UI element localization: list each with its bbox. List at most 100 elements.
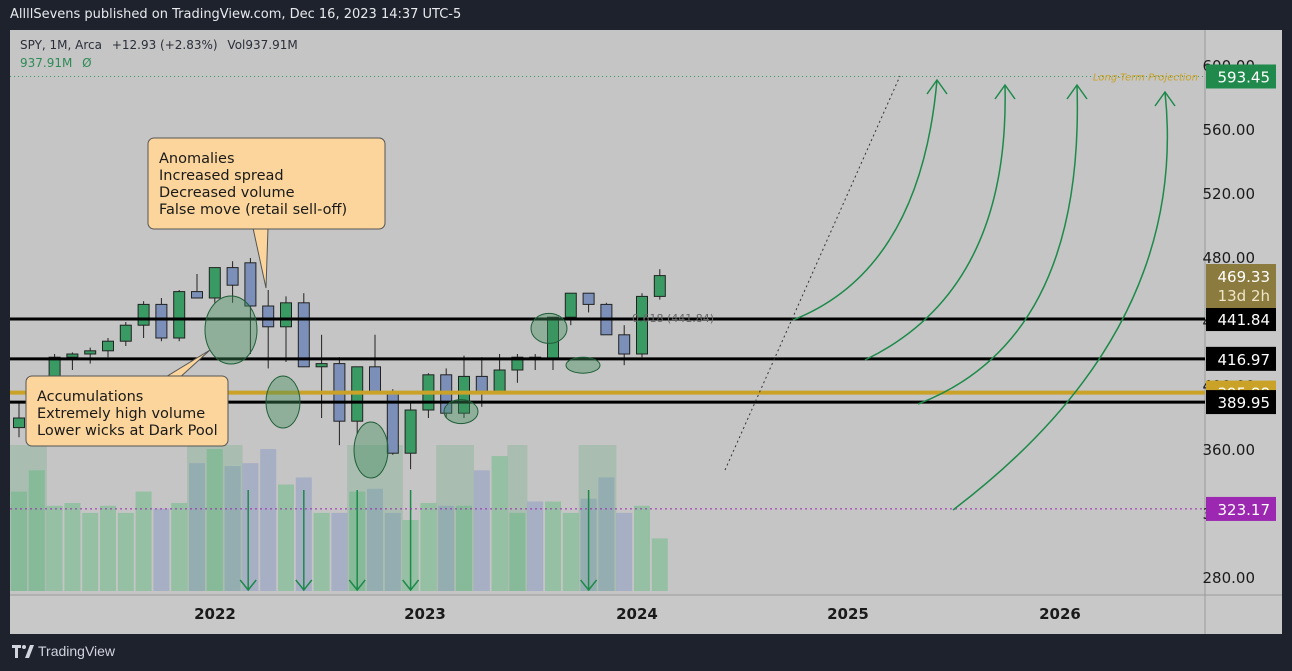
candle xyxy=(653,275,666,297)
volume-bar xyxy=(651,538,668,591)
candle xyxy=(404,409,417,454)
projection-arrow-head xyxy=(1154,90,1176,107)
price-tag xyxy=(1206,346,1276,371)
change-label: +12.93 (+2.83%) xyxy=(111,38,218,52)
price-tag-label: 441.84 xyxy=(1218,311,1271,329)
x-tick-label: 2022 xyxy=(194,605,236,623)
candle xyxy=(493,369,506,393)
volume-bar xyxy=(278,484,294,591)
price-tag xyxy=(1206,307,1276,332)
projection-arrow-head xyxy=(1066,83,1088,100)
candle xyxy=(173,291,186,339)
callout-text: Accumulations xyxy=(37,389,143,405)
candle xyxy=(280,302,292,328)
volume-bar xyxy=(189,463,205,591)
candle xyxy=(511,356,524,371)
highlight-ellipse xyxy=(265,375,301,429)
y-tick-label: 360.00 xyxy=(1203,441,1256,459)
volume-bar xyxy=(313,512,330,591)
candle xyxy=(636,295,648,355)
projection-arrow-head xyxy=(994,83,1016,100)
volume-bar xyxy=(46,505,63,591)
volume-bar xyxy=(135,491,152,591)
volume-bar xyxy=(100,505,116,591)
candle xyxy=(458,375,470,414)
callout-text: Lower wicks at Dark Pool xyxy=(37,423,218,439)
volume-bar xyxy=(331,512,348,591)
volume-bar xyxy=(242,463,259,591)
callout-text: Anomalies xyxy=(159,151,235,167)
candle xyxy=(369,366,381,395)
candle xyxy=(582,292,595,305)
projection-arrow xyxy=(792,79,938,321)
highlight-ellipse xyxy=(565,356,601,374)
callout-box xyxy=(25,375,229,447)
volume-highlight xyxy=(578,445,617,591)
volume-bar xyxy=(171,502,188,591)
volume-highlight xyxy=(436,445,474,591)
volume-arrow-head xyxy=(239,579,257,592)
price-tag-label: 323.17 xyxy=(1218,501,1271,519)
candle xyxy=(102,340,114,352)
candle xyxy=(155,303,168,339)
callout-text: Decreased volume xyxy=(159,185,295,201)
projection-diagonal xyxy=(724,75,901,471)
footer-bar: TradingView xyxy=(0,634,1292,671)
projection-arrow-head xyxy=(926,78,948,95)
candle xyxy=(66,353,79,358)
price-tag-label: 593.45 xyxy=(1218,68,1271,86)
projection-arrow xyxy=(952,91,1169,511)
volume-bar xyxy=(509,512,526,591)
volume-bar xyxy=(206,449,223,591)
fib-label: 0.618 (441.84) xyxy=(632,312,714,325)
candle xyxy=(244,262,257,307)
candle xyxy=(226,267,239,286)
candle xyxy=(315,363,328,368)
price-tag-label: 389.95 xyxy=(1218,394,1271,412)
volume-value: 937.91M xyxy=(20,56,73,70)
current-price-label: 469.33 xyxy=(1218,268,1271,286)
callout-box xyxy=(147,137,386,230)
x-tick-label: 2026 xyxy=(1039,605,1081,623)
candle xyxy=(475,375,488,393)
y-tick-label: 560.00 xyxy=(1203,121,1256,139)
volume-extra: Ø xyxy=(82,56,92,70)
price-tag xyxy=(1206,390,1276,415)
volume-bar xyxy=(384,512,401,591)
volume-bar xyxy=(420,502,437,591)
x-tick-label: 2023 xyxy=(404,605,446,623)
price-tag xyxy=(1206,64,1276,89)
x-tick-label: 2024 xyxy=(616,605,658,623)
volume-bar xyxy=(11,491,27,591)
volume-arrow-head xyxy=(348,579,366,592)
volume-highlight xyxy=(10,445,47,591)
highlight-ellipse xyxy=(204,295,258,365)
volume-bar xyxy=(260,449,277,591)
highlight-ellipse xyxy=(443,399,479,425)
chart-canvas[interactable]: 0.618 (441.84) Long-Term Projection Anomal… xyxy=(10,30,1282,634)
volume-bar xyxy=(562,512,579,591)
tradingview-brand: TradingView xyxy=(38,643,116,659)
volume-bar xyxy=(545,501,561,591)
publisher-text: AllllSevens published on TradingView.com… xyxy=(10,7,462,22)
projection-arrow xyxy=(864,84,1006,361)
candle xyxy=(84,350,97,355)
volume-bar xyxy=(598,477,615,591)
price-tag xyxy=(1206,496,1276,521)
volume-bar xyxy=(28,470,45,591)
symbol-label: SPY, 1M, Arca xyxy=(20,38,102,52)
volume-label: Vol937.91M xyxy=(227,38,298,52)
volume-bar xyxy=(616,512,633,591)
projection-arrow xyxy=(917,84,1079,405)
volume-bar xyxy=(117,512,134,591)
current-price-tag xyxy=(1206,264,1276,308)
volume-bar xyxy=(367,488,383,591)
volume-arrow-head xyxy=(580,579,598,592)
projection-label: Long-Term Projection xyxy=(1093,72,1198,83)
y-tick-label: 280.00 xyxy=(1203,569,1256,587)
volume-bar xyxy=(456,505,472,591)
x-tick-label: 2025 xyxy=(827,605,869,623)
volume-bar xyxy=(64,502,81,591)
tradingview-logo-icon xyxy=(12,645,34,658)
